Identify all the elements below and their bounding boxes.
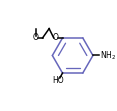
Text: NH$_2$: NH$_2$ bbox=[99, 49, 116, 62]
Text: O: O bbox=[33, 33, 39, 42]
Text: HO: HO bbox=[52, 76, 64, 85]
Text: O: O bbox=[53, 33, 59, 42]
